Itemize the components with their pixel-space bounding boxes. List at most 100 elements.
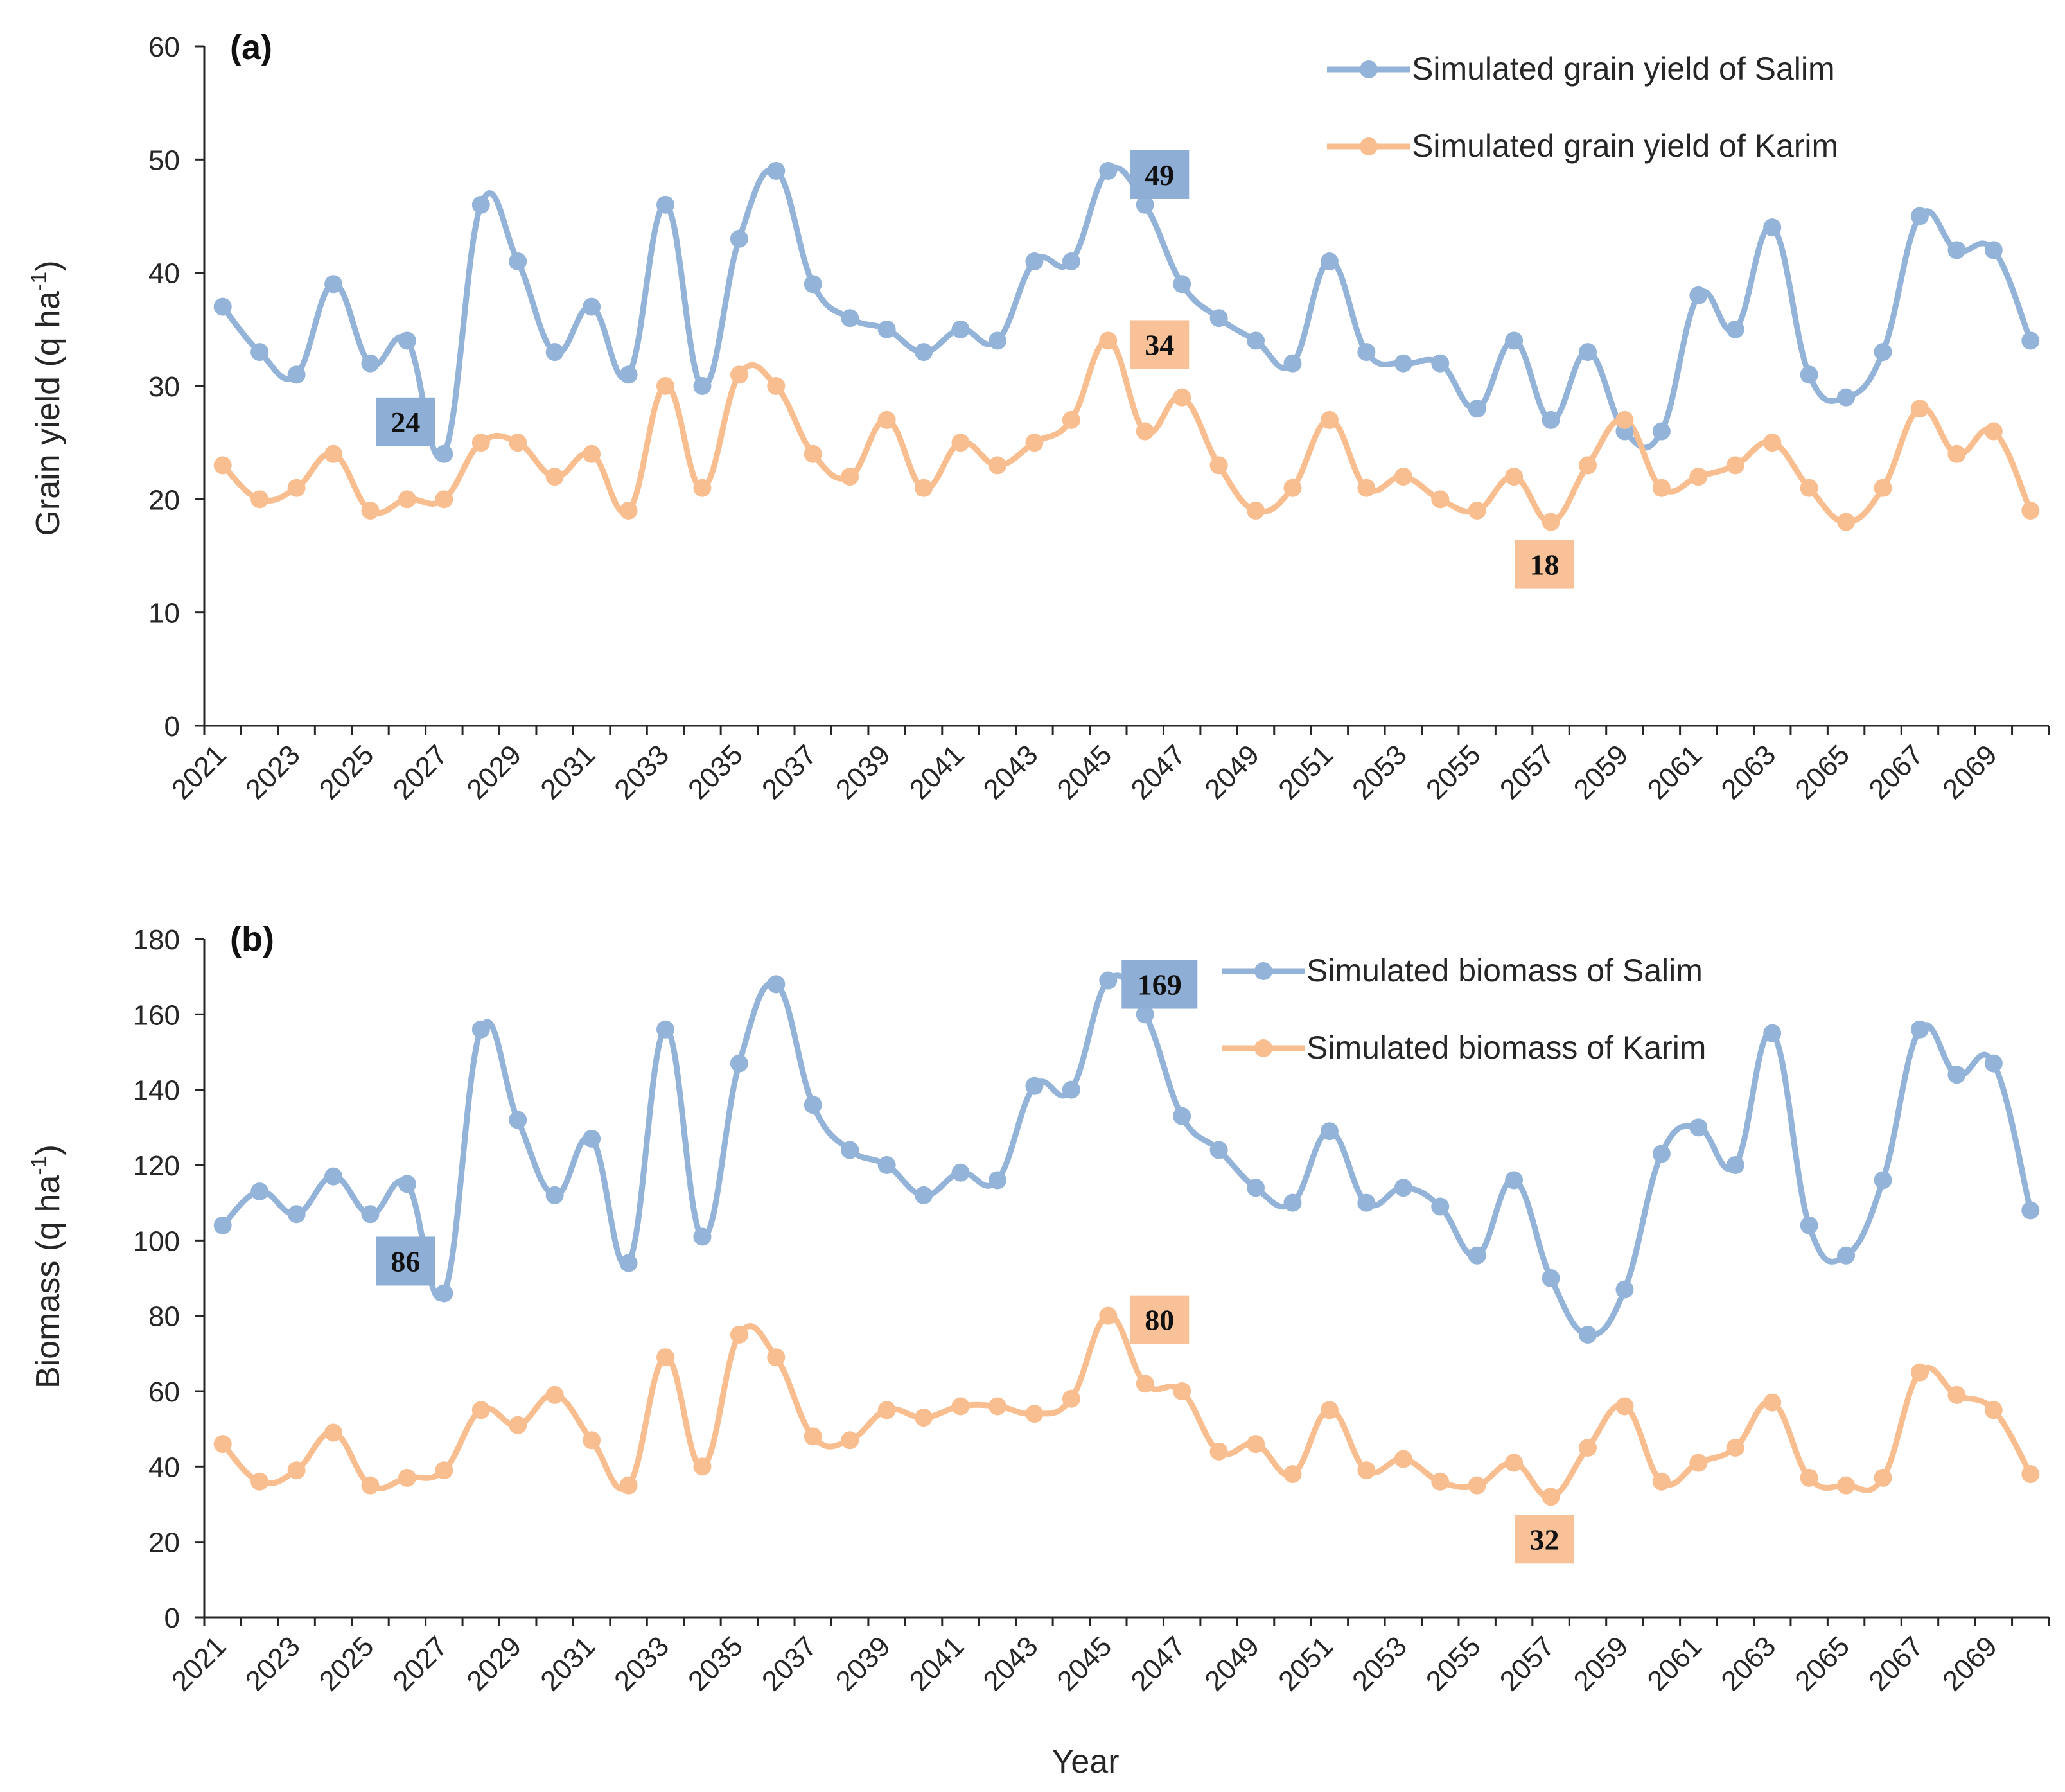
callout-box	[376, 1236, 435, 1286]
data-point-salim-b	[1099, 971, 1118, 990]
data-point-karim-a	[767, 377, 786, 395]
data-point-karim-a	[1652, 479, 1671, 497]
callout-box	[1130, 150, 1190, 199]
data-point-salim-a	[324, 275, 343, 294]
data-point-karim-a	[1910, 400, 1929, 418]
callout-box	[1515, 540, 1574, 589]
callouts-b: 86 169 80 32	[376, 960, 1574, 1564]
x-tick-label-b: 2035	[682, 1630, 749, 1697]
x-tick-label-b: 2057	[1494, 1630, 1561, 1697]
data-point-salim-a	[1763, 218, 1782, 237]
data-point-salim-a	[1800, 365, 1818, 384]
y-tick-label-a: 40	[148, 258, 180, 290]
data-point-karim-b	[841, 1431, 859, 1450]
callout-label: 18	[1530, 549, 1560, 581]
y-tick-label-b: 60	[148, 1376, 180, 1408]
x-tick-label-a: 2045	[1051, 739, 1118, 805]
data-point-salim-a	[398, 331, 416, 350]
data-point-salim-a	[471, 195, 490, 214]
data-point-salim-b	[287, 1205, 306, 1224]
callout-label: 24	[391, 406, 420, 439]
data-point-karim-b	[693, 1457, 712, 1476]
data-point-karim-b	[1874, 1468, 1892, 1487]
data-point-karim-a	[509, 434, 527, 452]
y-axis-title-a-end: )	[30, 260, 67, 271]
data-point-karim-b	[1320, 1401, 1339, 1419]
data-point-karim-a	[915, 479, 933, 497]
data-point-salim-a	[1468, 400, 1486, 418]
data-point-salim-a	[287, 365, 306, 384]
data-point-karim-a	[1394, 468, 1412, 486]
data-point-karim-a	[545, 468, 564, 486]
data-point-karim-a	[693, 479, 712, 497]
callout-box	[1121, 960, 1198, 1009]
data-point-karim-b	[1652, 1472, 1671, 1491]
callout-salim-169: 169	[1121, 960, 1198, 1009]
data-point-karim-a	[1357, 479, 1376, 497]
data-point-karim-b	[1689, 1454, 1708, 1472]
y-axis-title-b-end: )	[30, 1145, 67, 1155]
x-tick-label-a: 2029	[461, 739, 527, 805]
x-tick-label-a: 2067	[1863, 739, 1929, 805]
data-point-karim-b	[1173, 1382, 1191, 1400]
y-tick-label-b: 180	[133, 924, 180, 956]
y-axis-title-a-main: Grain yield (q ha	[30, 291, 67, 536]
data-point-salim-b	[1209, 1141, 1228, 1159]
data-point-karim-a	[398, 490, 416, 509]
series-line-salim-a	[220, 164, 2034, 461]
x-tick-label-a: 2033	[608, 739, 675, 805]
series-line-salim-b	[220, 972, 2034, 1338]
data-point-karim-b	[1910, 1363, 1929, 1382]
data-point-karim-a	[583, 444, 601, 463]
data-point-karim-a	[1947, 444, 1966, 463]
data-point-salim-b	[1431, 1197, 1450, 1216]
data-point-salim-a	[1025, 252, 1044, 271]
data-point-salim-b	[877, 1156, 896, 1174]
x-tick-label-a: 2021	[166, 739, 233, 805]
data-point-karim-a	[287, 479, 306, 497]
data-point-salim-a	[213, 297, 232, 316]
data-point-karim-b	[1763, 1393, 1782, 1412]
data-point-salim-b	[1763, 1024, 1782, 1042]
callout-box	[1130, 320, 1190, 369]
data-point-karim-a	[877, 410, 896, 429]
x-tick-label-b: 2061	[1642, 1630, 1709, 1697]
x-tick-label-b: 2043	[978, 1630, 1044, 1697]
data-point-karim-b	[545, 1385, 564, 1404]
data-point-karim-b	[877, 1401, 896, 1419]
data-point-salim-a	[1173, 275, 1191, 294]
data-point-karim-a	[1763, 434, 1782, 452]
data-point-salim-a	[250, 343, 269, 362]
y-tick-label-a: 0	[164, 711, 180, 742]
data-point-karim-a	[656, 377, 674, 395]
y-axis-title-a: Grain yield (q ha-1)	[27, 260, 67, 536]
x-tick-label-b: 2051	[1272, 1630, 1339, 1697]
data-point-karim-b	[398, 1468, 416, 1487]
y-tick-label-a: 30	[148, 371, 180, 403]
data-point-karim-a	[1579, 456, 1597, 475]
data-point-salim-b	[767, 975, 786, 994]
data-point-salim-b	[1025, 1076, 1044, 1095]
series-line-karim-b	[220, 1313, 2034, 1500]
data-point-salim-b	[1247, 1179, 1265, 1197]
data-point-salim-a	[1394, 354, 1412, 373]
data-point-salim-b	[1615, 1280, 1634, 1299]
x-tick-label-b: 2033	[608, 1630, 675, 1697]
data-point-karim-b	[1726, 1439, 1744, 1457]
callout-salim-49: 49	[1130, 150, 1190, 199]
callout-karim-34: 34	[1130, 320, 1190, 369]
data-point-karim-b	[1984, 1401, 2003, 1419]
callout-label: 169	[1138, 969, 1182, 1001]
data-point-karim-a	[951, 434, 970, 452]
callout-karim-80: 80	[1130, 1295, 1190, 1344]
data-point-karim-b	[915, 1409, 933, 1427]
x-tick-label-a: 2063	[1715, 739, 1782, 805]
data-point-salim-b	[988, 1171, 1006, 1190]
data-point-salim-b	[841, 1141, 859, 1159]
data-point-karim-a	[1025, 434, 1044, 452]
data-point-karim-a	[1615, 410, 1634, 429]
x-tick-label-b: 2045	[1051, 1630, 1118, 1697]
legend-b-salim-marker	[1254, 962, 1272, 980]
callout-label: 80	[1145, 1304, 1174, 1337]
